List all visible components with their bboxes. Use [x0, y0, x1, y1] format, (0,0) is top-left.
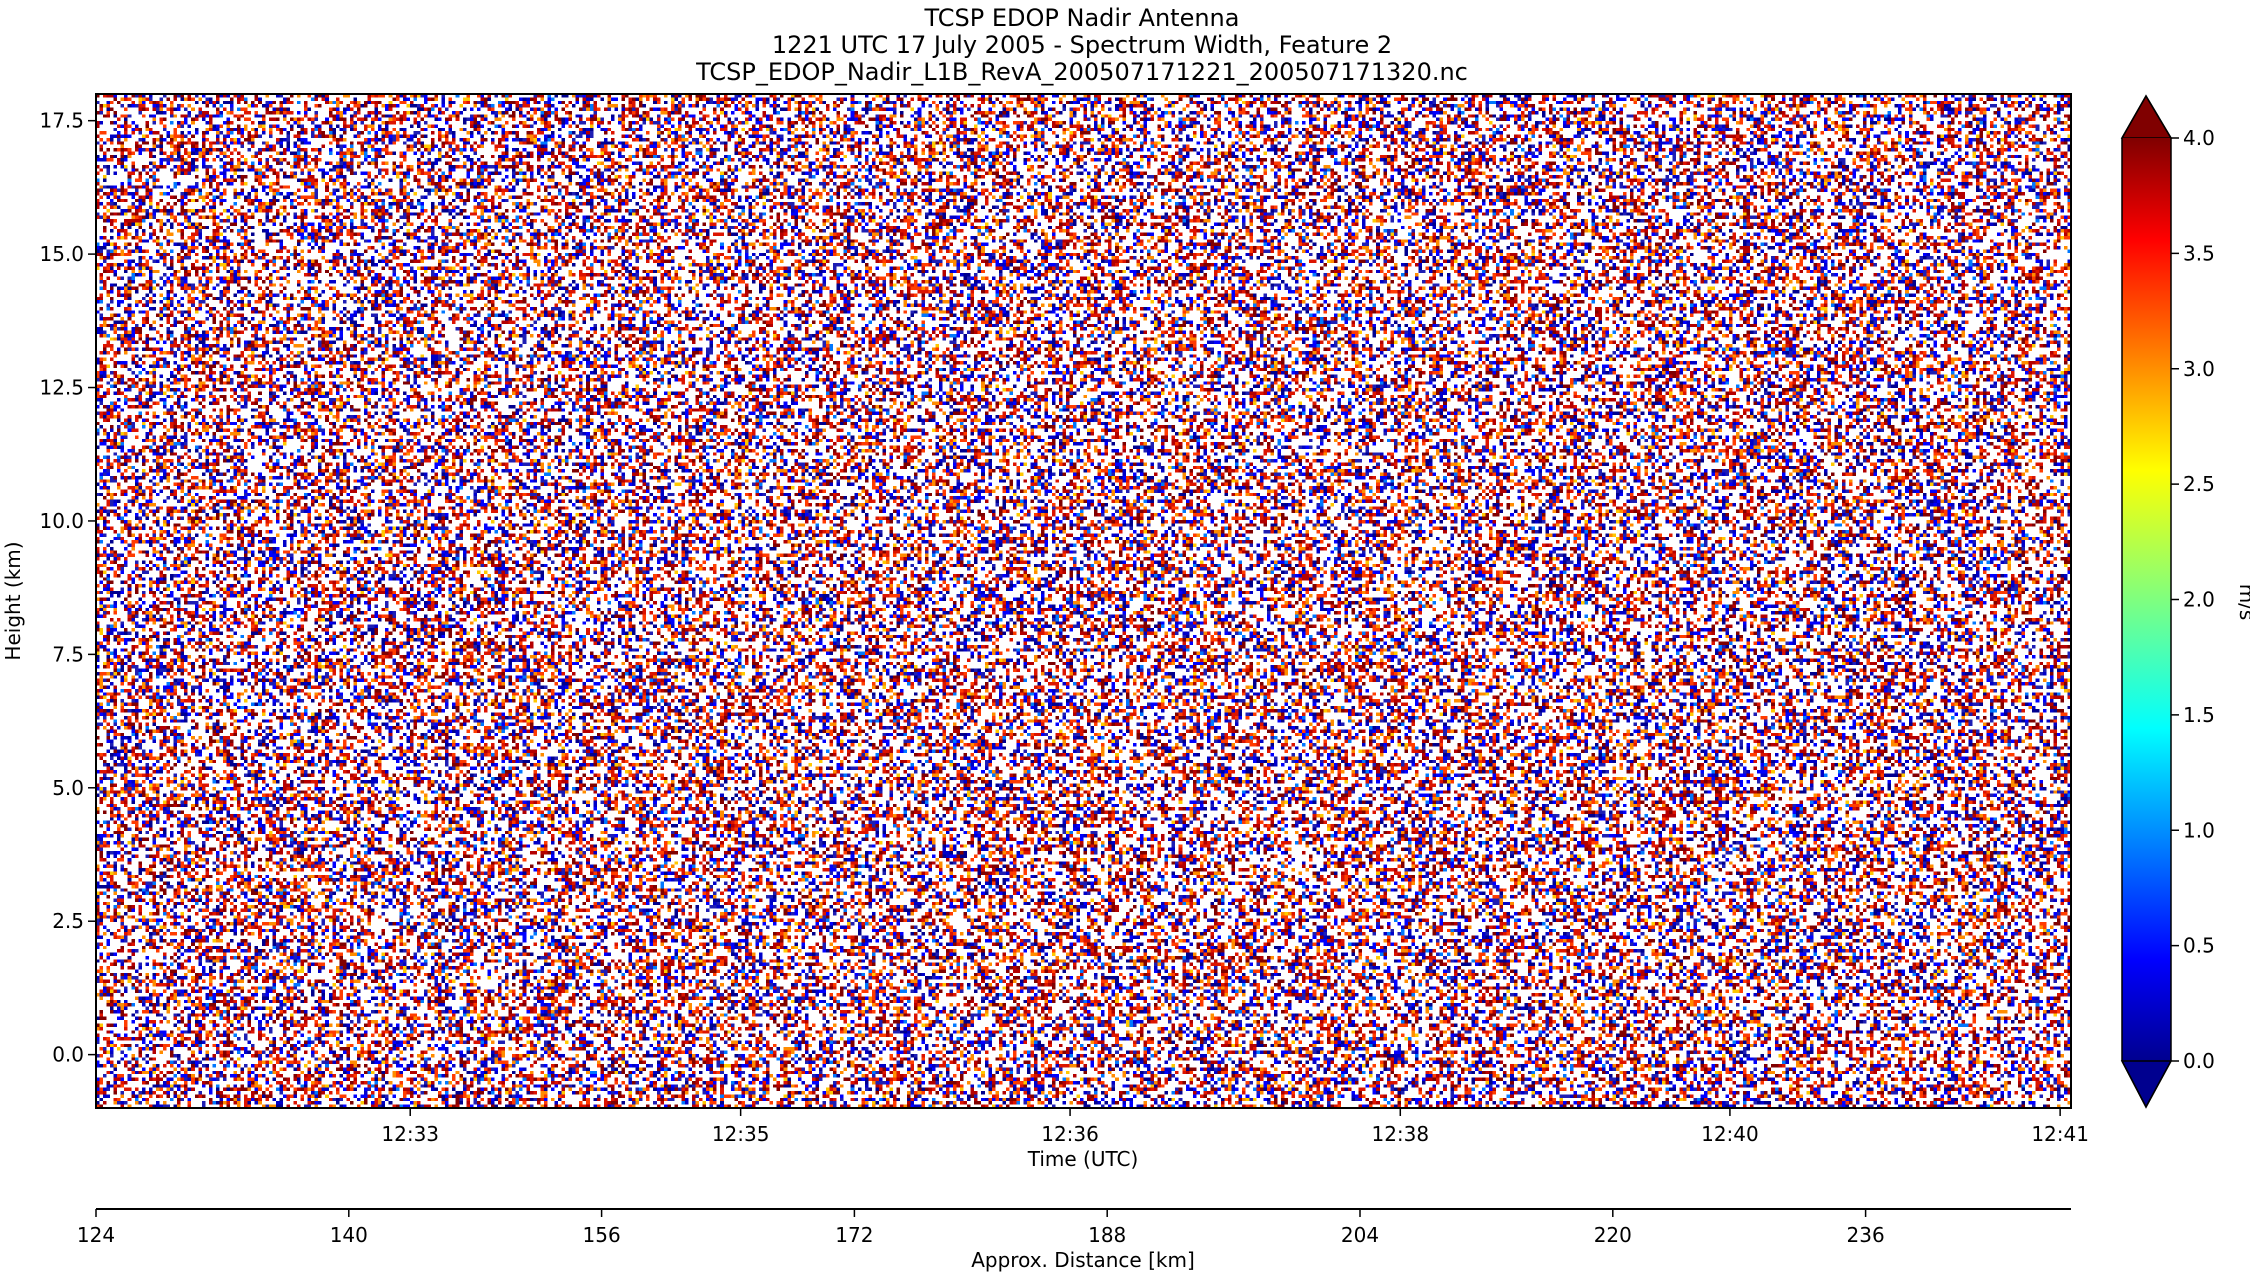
colorbar-label: m/s	[2235, 584, 2250, 621]
y-axis: 0.0 2.5 5.0 7.5 10.0 12.5 15.0 17.5	[39, 109, 96, 1067]
heatmap-field	[96, 94, 2071, 1108]
y-tick-label: 15.0	[39, 242, 84, 266]
colorbar-extend-top	[2120, 94, 2173, 139]
y-tick-label: 10.0	[39, 509, 84, 533]
x-tick-label: 12:33	[381, 1122, 439, 1146]
y-axis-label: Height (km)	[1, 541, 25, 660]
distance-tick-label: 172	[835, 1223, 873, 1247]
distance-tick-label: 236	[1847, 1223, 1885, 1247]
distance-axis-label: Approx. Distance [km]	[971, 1248, 1195, 1272]
distance-tick-label: 140	[330, 1223, 368, 1247]
colorbar-tick-label: 1.5	[2183, 703, 2215, 727]
y-tick-label: 7.5	[52, 642, 84, 666]
colorbar-body	[2122, 138, 2171, 1061]
y-tick-label: 12.5	[39, 376, 84, 400]
x-axis: 12:33 12:35 12:36 12:38 12:40 12:41	[381, 1108, 2089, 1146]
colorbar-tick-label: 3.0	[2183, 357, 2215, 381]
x-tick-label: 12:36	[1041, 1122, 1099, 1146]
chart-filename: TCSP_EDOP_Nadir_L1B_RevA_200507171221_20…	[695, 58, 1468, 86]
y-tick-label: 0.0	[52, 1043, 84, 1067]
x-axis-label: Time (UTC)	[1027, 1147, 1139, 1171]
colorbar-tick-label: 4.0	[2183, 126, 2215, 150]
plot-area	[95, 93, 2072, 1109]
colorbar-tick-label: 1.0	[2183, 818, 2215, 842]
colorbar-tick-label: 3.5	[2183, 241, 2215, 265]
distance-tick-label: 204	[1341, 1223, 1379, 1247]
x-tick-label: 12:38	[1371, 1122, 1429, 1146]
colorbar-tick-label: 0.5	[2183, 934, 2215, 958]
colorbar: 0.0 0.5 1.0 1.5 2.0 2.5 3.0 3.5 4.0	[2120, 94, 2215, 1109]
colorbar-tick-label: 2.0	[2183, 588, 2215, 612]
distance-axis: 124 140 156 172 188 204 220 236	[77, 1208, 2071, 1247]
colorbar-extend-bottom	[2120, 1060, 2173, 1109]
colorbar-tick-label: 2.5	[2183, 472, 2215, 496]
x-tick-label: 12:41	[2031, 1122, 2089, 1146]
distance-tick-label: 156	[583, 1223, 621, 1247]
y-tick-label: 17.5	[39, 109, 84, 133]
chart-subtitle: 1221 UTC 17 July 2005 - Spectrum Width, …	[772, 31, 1392, 59]
x-tick-label: 12:40	[1701, 1122, 1759, 1146]
y-tick-label: 5.0	[52, 776, 84, 800]
x-tick-label: 12:35	[712, 1122, 770, 1146]
chart-title: TCSP EDOP Nadir Antenna	[924, 4, 1240, 32]
distance-tick-label: 124	[77, 1223, 115, 1247]
y-tick-label: 2.5	[52, 909, 84, 933]
colorbar-tick-label: 0.0	[2183, 1049, 2215, 1073]
distance-tick-label: 188	[1088, 1223, 1126, 1247]
plot-frame	[95, 93, 2072, 1109]
distance-tick-label: 220	[1594, 1223, 1632, 1247]
